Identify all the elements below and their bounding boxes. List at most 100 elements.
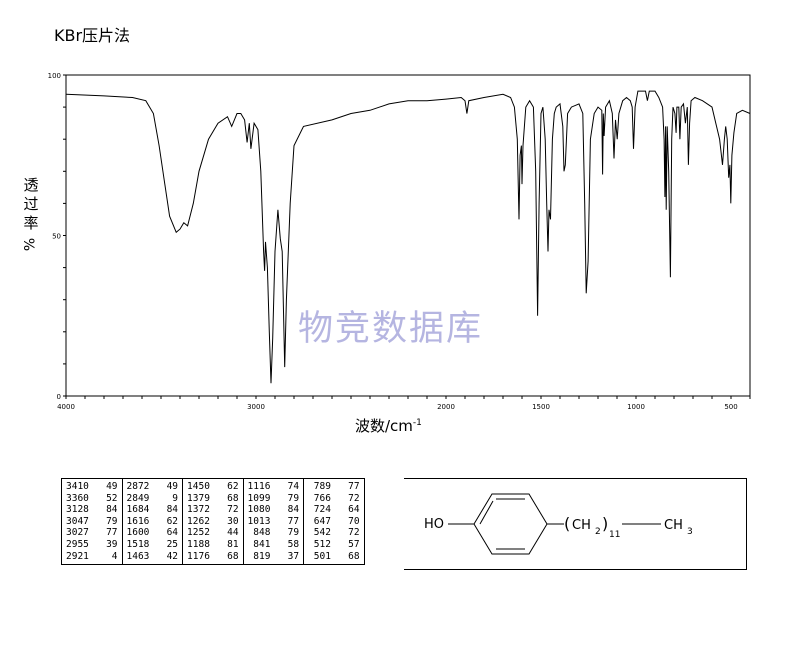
- peak-wavenumber: 724: [308, 504, 331, 516]
- x-axis-ticks: 4000 3000 2000 1500 1000 500: [57, 396, 751, 411]
- peak-table-row: 1188 81: [187, 539, 239, 551]
- peak-transmittance: 9: [166, 492, 179, 504]
- structure-ho: HO: [424, 517, 444, 532]
- peak-wavenumber: 3047: [66, 515, 89, 527]
- peak-wavenumber: 2872: [126, 481, 150, 492]
- x-tick-label: 1000: [627, 403, 645, 411]
- peak-table-row: 724 64: [308, 504, 360, 516]
- peak-table-row: 841 58: [247, 538, 300, 551]
- peak-wavenumber: 1099: [247, 492, 271, 504]
- peak-table-row: 1099 79: [248, 493, 300, 505]
- peak-table-column: 2872 49 2849 9 1684 84 1616 62 1600 64 1518 2…: [122, 478, 184, 565]
- peak-wavenumber: 1116: [247, 481, 271, 492]
- peak-table-column: 3410 49 3360 52 3128 84 3047 79 3027 77 2955 …: [61, 478, 123, 565]
- peak-table-row: 1372 72: [187, 504, 239, 516]
- peak-wavenumber: 3360: [66, 492, 89, 504]
- y-axis-label-char-3: 率: [23, 214, 39, 232]
- peak-wavenumber: 501: [308, 550, 331, 562]
- peak-transmittance: 49: [106, 481, 118, 492]
- peak-table-row: 848 79: [247, 527, 299, 539]
- peak-transmittance: 79: [287, 492, 300, 504]
- peak-table-row: 766 72: [308, 493, 360, 505]
- peak-transmittance: 64: [348, 504, 360, 516]
- x-tick-label: 500: [724, 403, 737, 411]
- peak-wavenumber: 1372: [187, 504, 210, 516]
- structure-left-paren: (: [564, 514, 570, 533]
- peak-table-row: 789 77: [308, 481, 360, 493]
- peak-wavenumber: 1616: [126, 515, 150, 527]
- peak-wavenumber: 512: [308, 538, 331, 550]
- peak-table-row: 1379 68: [187, 493, 239, 505]
- peak-transmittance: 77: [106, 527, 118, 539]
- peak-transmittance: 44: [227, 527, 239, 539]
- peak-table-row: 1463 42: [127, 551, 179, 563]
- peak-table-row: 1450 62: [187, 481, 239, 493]
- peak-table-column: 789 77 766 72 724 64 647 70 542 72 512 5…: [303, 478, 365, 565]
- structure-cell: HO ( CH 2 ) 11 CH 3: [404, 478, 747, 570]
- peak-table-row: 2955 39: [66, 539, 118, 551]
- peak-transmittance: 81: [227, 538, 239, 550]
- peak-transmittance: 68: [227, 492, 239, 504]
- peak-table-row: 819 37: [248, 550, 300, 563]
- peak-transmittance: 37: [287, 550, 300, 562]
- peak-table-row: 512 57: [308, 539, 360, 551]
- y-tick-label: 0: [57, 393, 61, 401]
- peak-transmittance: 57: [348, 538, 360, 550]
- peak-wavenumber: 1684: [126, 504, 150, 516]
- peak-wavenumber: 2955: [66, 538, 89, 550]
- peak-transmittance: 64: [166, 527, 179, 539]
- peak-transmittance: 84: [166, 504, 179, 516]
- peak-wavenumber: 1252: [187, 527, 210, 539]
- structure-repeat: 11: [609, 530, 620, 540]
- x-axis-label: 波数/cm-1: [355, 415, 422, 436]
- y-tick-label: 100: [48, 72, 61, 80]
- peak-wavenumber: 3410: [66, 481, 89, 492]
- peak-table-column: 1450 62 1379 68 1372 72 1262 30 1252 44 1188 …: [182, 478, 244, 565]
- peak-transmittance: 74: [287, 481, 300, 492]
- peak-wavenumber: 789: [308, 481, 331, 492]
- peak-table-row: 2872 49: [127, 481, 179, 493]
- structure-diagram: HO ( CH 2 ) 11 CH 3: [424, 493, 693, 555]
- peak-table-row: 3410 49: [66, 481, 118, 493]
- peak-transmittance: 72: [227, 504, 239, 516]
- peak-transmittance: 68: [227, 550, 239, 562]
- peak-wavenumber: 3128: [66, 504, 89, 516]
- peak-wavenumber: 1176: [187, 550, 210, 562]
- peak-transmittance: 49: [166, 481, 179, 492]
- structure-ch3: CH: [664, 518, 683, 533]
- peak-table-row: 1616 62: [127, 516, 179, 528]
- spectrum-line: [65, 90, 751, 384]
- peak-wavenumber: 2849: [126, 492, 150, 504]
- page-title: KBr压片法: [54, 26, 131, 45]
- peak-table: 3410 49 3360 52 3128 84 3047 79 3027 77 2955 …: [61, 478, 365, 566]
- peak-table-row: 2921 4: [66, 551, 118, 563]
- peak-transmittance: 4: [106, 550, 118, 562]
- peak-wavenumber: 1188: [187, 538, 210, 550]
- peak-wavenumber: 1450: [187, 481, 210, 492]
- peak-table-row: 3027 77: [66, 527, 118, 539]
- peak-table-row: 3360 52: [66, 493, 118, 505]
- x-tick-label: 4000: [57, 403, 75, 411]
- peak-wavenumber: 1262: [187, 515, 210, 527]
- peak-transmittance: 42: [166, 550, 179, 562]
- peak-table-columns: 3410 49 3360 52 3128 84 3047 79 3027 77 2955 …: [61, 478, 365, 565]
- ir-spectrum-chart: 0 50 100 4000 3000 2000 1500 1000 500: [48, 72, 751, 411]
- peak-transmittance: 58: [287, 538, 300, 550]
- x-tick-label: 2000: [437, 403, 455, 411]
- peak-table-row: 1600 64: [127, 527, 179, 539]
- peak-wavenumber: 841: [247, 538, 271, 550]
- peak-wavenumber: 1080: [247, 504, 271, 516]
- peak-table-row: 3047 79: [66, 516, 118, 528]
- peak-wavenumber: 848: [247, 527, 271, 539]
- peak-transmittance: 84: [106, 504, 118, 516]
- peak-table-row: 1176 68: [187, 551, 239, 563]
- peak-transmittance: 52: [106, 492, 118, 504]
- peak-table-row: 647 70: [308, 516, 360, 528]
- peak-wavenumber: 1013: [247, 515, 271, 527]
- x-axis-label-sup: -1: [412, 418, 422, 428]
- peak-transmittance: 72: [348, 527, 360, 539]
- peak-wavenumber: 766: [308, 492, 331, 504]
- y-axis-ticks: 0 50 100: [48, 72, 66, 401]
- x-tick-label: 1500: [532, 403, 550, 411]
- structure-ch2: CH: [572, 518, 591, 533]
